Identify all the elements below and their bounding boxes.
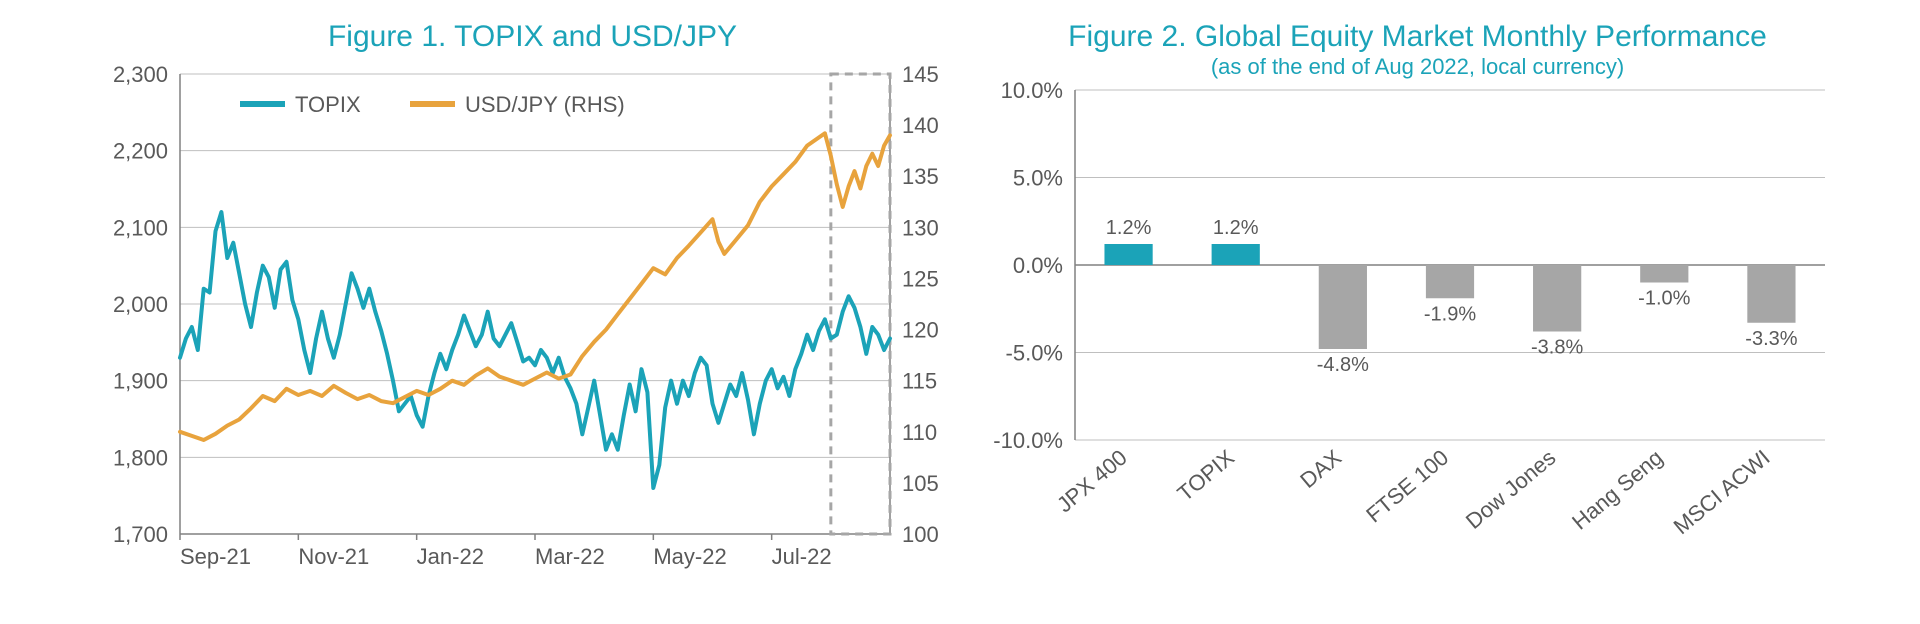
- figure-2-chart: -10.0% -5.0% 0.0% 5.0% 10.0% 1.2% JPX 400 1.2% T…: [975, 80, 1845, 580]
- bar-value-label: -3.8%: [1531, 337, 1583, 359]
- figure-2-subtitle: (as of the end of Aug 2022, local curren…: [975, 54, 1860, 80]
- svg-text:-10.0%: -10.0%: [993, 428, 1063, 453]
- svg-text:115: 115: [902, 369, 937, 394]
- bar-dax: [1319, 265, 1367, 349]
- svg-text:2,100: 2,100: [113, 215, 168, 240]
- bar-value-label: -1.9%: [1424, 303, 1476, 325]
- svg-text:0.0%: 0.0%: [1013, 253, 1063, 278]
- figure-1-panel: Figure 1. TOPIX and USD/JPY 1,7001,8001,…: [90, 20, 975, 604]
- svg-text:Nov-21: Nov-21: [298, 544, 369, 569]
- bar-value-label: 1.2%: [1213, 217, 1259, 239]
- svg-text:140: 140: [902, 113, 939, 138]
- topix-line: [180, 212, 890, 488]
- figure-1-title: Figure 1. TOPIX and USD/JPY: [90, 20, 975, 54]
- bar-category-label: Dow Jones: [1461, 445, 1560, 534]
- svg-text:100: 100: [902, 522, 939, 547]
- figure-1-chart: 1,700 1,800 1,900 2,000 2,100 2,200 2,300 100 10…: [90, 54, 960, 594]
- svg-text:1,800: 1,800: [113, 445, 168, 470]
- bar-category-label: JPX 400: [1052, 445, 1132, 518]
- bar-dow-jones: [1533, 265, 1581, 332]
- bar-msci-acwi: [1747, 265, 1795, 323]
- svg-text:110: 110: [902, 420, 937, 445]
- svg-text:105: 105: [902, 471, 939, 496]
- bar-ftse-100: [1426, 265, 1474, 298]
- svg-text:130: 130: [902, 215, 939, 240]
- bar-value-label: -3.3%: [1745, 328, 1797, 350]
- svg-text:1,700: 1,700: [113, 522, 168, 547]
- bar-value-label: 1.2%: [1106, 217, 1152, 239]
- svg-text:120: 120: [902, 318, 939, 343]
- bar-category-label: FTSE 100: [1361, 445, 1453, 528]
- svg-text:2,300: 2,300: [113, 62, 168, 87]
- figure-2-title: Figure 2. Global Equity Market Monthly P…: [975, 20, 1860, 54]
- svg-text:Mar-22: Mar-22: [535, 544, 605, 569]
- svg-text:Jan-22: Jan-22: [417, 544, 484, 569]
- svg-text:5.0%: 5.0%: [1013, 166, 1063, 191]
- legend-topix-label: TOPIX: [295, 92, 361, 117]
- svg-text:10.0%: 10.0%: [1001, 80, 1063, 103]
- svg-text:1,900: 1,900: [113, 369, 168, 394]
- bar-jpx-400: [1104, 244, 1152, 265]
- svg-text:135: 135: [902, 164, 939, 189]
- bar-topix: [1212, 244, 1260, 265]
- bar-category-label: Hang Seng: [1567, 445, 1667, 535]
- svg-text:2,200: 2,200: [113, 139, 168, 164]
- svg-text:May-22: May-22: [653, 544, 726, 569]
- svg-text:2,000: 2,000: [113, 292, 168, 317]
- usdjpy-line: [180, 133, 890, 440]
- bar-category-label: MSCI ACWI: [1669, 445, 1775, 540]
- bar-category-label: DAX: [1295, 444, 1346, 492]
- figure-1-legend: TOPIX USD/JPY (RHS): [225, 84, 625, 124]
- svg-text:145: 145: [902, 62, 939, 87]
- figure-2-panel: Figure 2. Global Equity Market Monthly P…: [975, 20, 1860, 604]
- svg-text:125: 125: [902, 266, 939, 291]
- svg-text:Sep-21: Sep-21: [180, 544, 251, 569]
- svg-text:Jul-22: Jul-22: [772, 544, 832, 569]
- bar-value-label: -1.0%: [1638, 288, 1690, 310]
- bar-value-label: -4.8%: [1317, 354, 1369, 376]
- bar-hang-seng: [1640, 265, 1688, 283]
- legend-usdjpy-label: USD/JPY (RHS): [465, 92, 625, 117]
- svg-text:-5.0%: -5.0%: [1006, 341, 1063, 366]
- bar-category-label: TOPIX: [1173, 444, 1240, 506]
